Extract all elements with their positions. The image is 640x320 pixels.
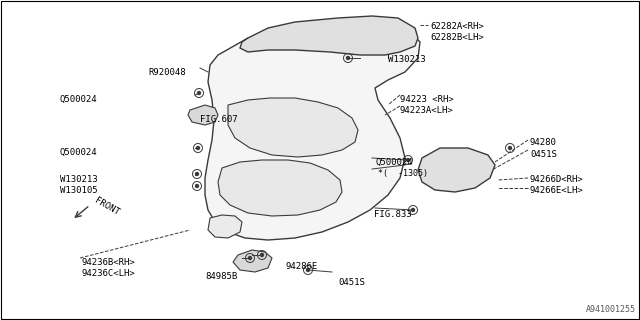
Circle shape	[198, 92, 200, 94]
Text: FIG.833: FIG.833	[374, 210, 412, 219]
Circle shape	[406, 158, 410, 162]
Text: *(  -1305): *( -1305)	[378, 169, 428, 178]
Circle shape	[196, 147, 200, 149]
Polygon shape	[418, 148, 495, 192]
Text: Q500024: Q500024	[375, 158, 413, 167]
Polygon shape	[240, 16, 418, 55]
Text: 94236B<RH>: 94236B<RH>	[82, 258, 136, 267]
Text: Q500024: Q500024	[60, 148, 98, 157]
Text: FRONT: FRONT	[93, 196, 121, 218]
Text: 0451S: 0451S	[530, 150, 557, 159]
Text: 62282A<RH>: 62282A<RH>	[430, 22, 484, 31]
Polygon shape	[233, 250, 272, 272]
Text: 62282B<LH>: 62282B<LH>	[430, 33, 484, 42]
Circle shape	[248, 257, 252, 260]
Text: 94266D<RH>: 94266D<RH>	[530, 175, 584, 184]
Text: W130213: W130213	[60, 175, 98, 184]
Text: 94280: 94280	[530, 138, 557, 147]
Circle shape	[509, 147, 511, 149]
Text: 94223A<LH>: 94223A<LH>	[400, 106, 454, 115]
Circle shape	[260, 253, 264, 257]
Circle shape	[346, 57, 349, 60]
Text: 94236C<LH>: 94236C<LH>	[82, 269, 136, 278]
Text: W130213: W130213	[388, 55, 426, 64]
Text: 94223 <RH>: 94223 <RH>	[400, 95, 454, 104]
Text: 94266E<LH>: 94266E<LH>	[530, 186, 584, 195]
Text: A941001255: A941001255	[586, 305, 636, 314]
Polygon shape	[205, 22, 420, 240]
Circle shape	[307, 268, 310, 271]
Circle shape	[195, 185, 198, 188]
Circle shape	[412, 209, 415, 212]
Text: Q500024: Q500024	[60, 95, 98, 104]
Text: 84985B: 84985B	[205, 272, 237, 281]
Polygon shape	[228, 98, 358, 157]
Polygon shape	[188, 105, 218, 125]
Text: FIG.607: FIG.607	[200, 115, 237, 124]
Polygon shape	[218, 160, 342, 216]
Text: 0451S: 0451S	[338, 278, 365, 287]
Text: W130105: W130105	[60, 186, 98, 195]
Circle shape	[195, 172, 198, 175]
Text: R920048: R920048	[148, 68, 186, 77]
Polygon shape	[208, 215, 242, 238]
Text: 94286E: 94286E	[285, 262, 317, 271]
